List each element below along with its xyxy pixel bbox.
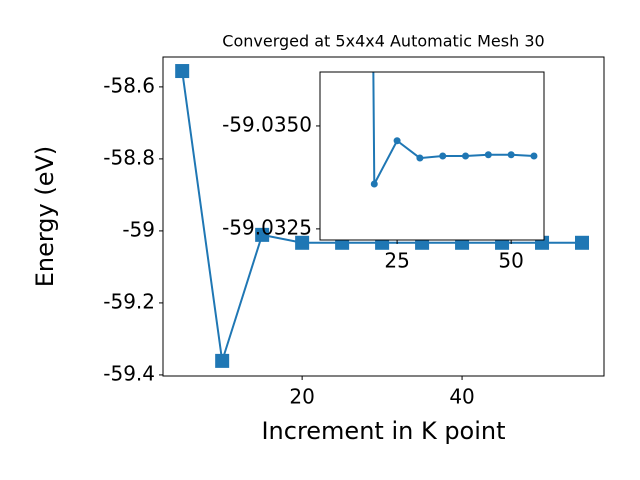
x-tick-label: 50 [498, 249, 523, 273]
y-tick-label: -58.8 [103, 145, 155, 169]
data-point [439, 152, 447, 160]
data-point [575, 235, 590, 250]
y-tick-label: -58.6 [103, 73, 155, 97]
y-tick-label: -59 [122, 217, 155, 241]
data-point [530, 152, 538, 160]
data-point [295, 235, 310, 250]
data-point [215, 353, 230, 368]
data-point [175, 64, 190, 79]
data-point [462, 152, 470, 160]
chart-title: Converged at 5x4x4 Automatic Mesh 30 [222, 32, 544, 51]
y-axis-label: Energy (eV) [31, 146, 59, 288]
y-tick-label: -59.4 [103, 361, 155, 385]
axes-frame [319, 71, 545, 241]
axes-frame [162, 56, 605, 377]
data-point [255, 227, 270, 242]
data-point [370, 180, 378, 188]
plot-layer [370, 72, 538, 188]
data-point [393, 137, 401, 145]
x-tick-label: 40 [449, 385, 474, 409]
x-tick-label: 25 [384, 249, 409, 273]
data-point [507, 151, 515, 159]
x-axis-label: Increment in K point [261, 417, 505, 445]
x-tick-label: 20 [289, 385, 314, 409]
y-tick-label: -59.0325 [222, 215, 312, 239]
data-point [416, 154, 424, 162]
y-tick-label: -59.2 [103, 289, 155, 313]
data-point [484, 151, 492, 159]
y-tick-label: -59.0350 [222, 112, 312, 136]
